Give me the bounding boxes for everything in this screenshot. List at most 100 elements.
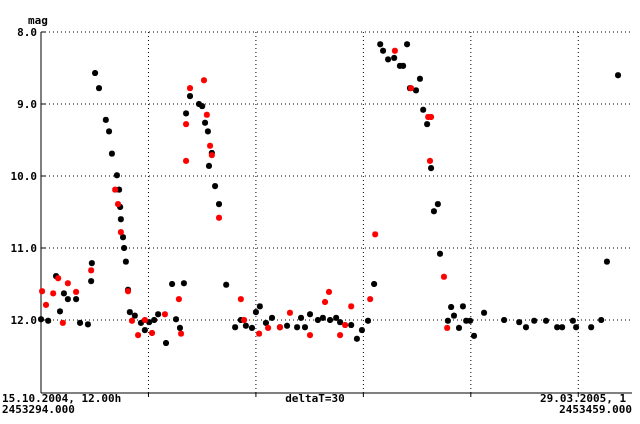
data-point [112, 186, 119, 193]
data-point [298, 314, 305, 321]
data-point [471, 332, 478, 339]
data-point [56, 308, 63, 315]
data-point [428, 113, 435, 120]
data-point [45, 317, 52, 324]
data-point [385, 56, 392, 63]
data-point [155, 311, 162, 318]
data-point [252, 309, 259, 316]
data-point [200, 77, 207, 84]
data-point [434, 201, 441, 208]
data-point [371, 281, 378, 287]
y-tick-label: 10.0 [11, 170, 38, 183]
data-point [501, 317, 508, 323]
data-point [276, 324, 283, 331]
data-point [284, 322, 291, 329]
data-point [175, 296, 182, 303]
data-point [125, 288, 132, 295]
data-point [131, 312, 138, 319]
data-point [88, 260, 95, 267]
data-point [39, 288, 46, 295]
data-point [137, 319, 144, 326]
data-point [348, 322, 355, 329]
data-point [448, 304, 455, 311]
data-point [306, 311, 313, 318]
data-point [195, 101, 202, 107]
data-point [337, 319, 344, 326]
data-point [377, 41, 384, 48]
data-point [319, 314, 326, 321]
y-tick-label: 8.0 [17, 26, 37, 39]
data-point [294, 324, 301, 331]
data-point [178, 330, 185, 337]
x-step-label: deltaT=30 [285, 392, 345, 405]
data-point [301, 324, 308, 331]
data-point [444, 324, 451, 331]
data-point [117, 216, 124, 223]
data-point [598, 317, 605, 323]
data-point [121, 245, 128, 251]
data-point [522, 324, 529, 331]
data-point [108, 150, 115, 157]
data-point [116, 186, 123, 193]
data-point [437, 250, 444, 257]
data-point [216, 201, 223, 208]
data-point [149, 329, 156, 336]
data-point [380, 47, 387, 54]
data-point [73, 288, 80, 295]
data-point [43, 301, 50, 308]
data-point [440, 273, 447, 280]
data-point [169, 281, 176, 287]
data-point [77, 319, 84, 326]
data-point [117, 229, 124, 236]
data-point [223, 281, 230, 288]
data-point [408, 85, 415, 92]
data-point [516, 319, 523, 326]
data-point [365, 317, 372, 324]
data-point [450, 312, 457, 319]
data-point [237, 296, 244, 303]
data-point [426, 157, 433, 164]
data-point [183, 110, 190, 117]
x-start-jd: 2453294.000 [2, 403, 75, 416]
data-point [216, 214, 223, 221]
data-point [325, 288, 332, 295]
data-point [73, 296, 80, 303]
data-point [543, 317, 550, 324]
data-point [183, 121, 190, 128]
data-point [430, 208, 437, 215]
data-point [391, 47, 398, 54]
data-point [64, 280, 71, 287]
data-point [337, 332, 344, 339]
data-point [241, 317, 248, 323]
data-point [314, 317, 321, 323]
data-point [203, 111, 210, 118]
data-point [306, 332, 313, 339]
data-point [176, 324, 183, 331]
data-point [531, 317, 538, 324]
data-point [102, 116, 109, 123]
data-point [141, 317, 148, 323]
data-point [163, 340, 170, 347]
data-point [232, 324, 239, 331]
data-point [322, 299, 329, 305]
data-point [199, 103, 206, 110]
data-point [269, 314, 276, 321]
data-point [396, 62, 403, 69]
data-point [187, 85, 194, 92]
data-point [333, 314, 340, 321]
data-point [286, 309, 293, 316]
data-point [444, 317, 451, 324]
data-point [207, 142, 214, 149]
data-point [420, 106, 427, 113]
x-end-date: 29.03.2005, 1 [540, 392, 626, 405]
data-point [459, 303, 466, 310]
data-point [64, 296, 71, 303]
data-point [141, 327, 148, 334]
data-point [212, 183, 219, 190]
data-point [115, 201, 122, 208]
data-point [256, 330, 263, 337]
data-point [342, 322, 349, 329]
data-point [38, 316, 44, 323]
